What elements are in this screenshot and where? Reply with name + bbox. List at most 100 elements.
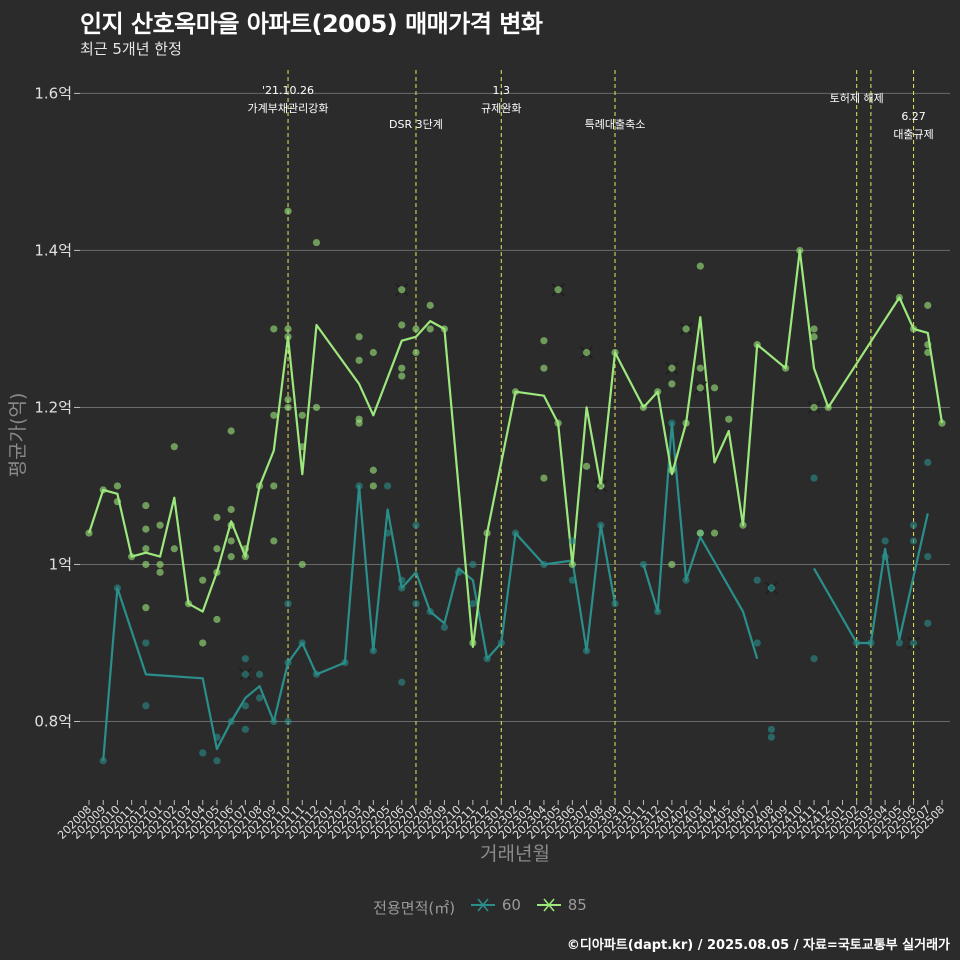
data-point-60 (924, 458, 932, 467)
gridlines (80, 92, 950, 722)
source-caption: ©디아파트(dapt.kr) / 2025.08.05 / 자료=국토교통부 실… (566, 938, 950, 953)
data-point-60 (241, 725, 249, 733)
data-point-60 (511, 529, 520, 537)
data-point-60 (867, 639, 875, 647)
data-point-60 (597, 521, 605, 529)
event-label: 토허제 해제 (830, 91, 884, 105)
x-marker-85 (679, 322, 693, 336)
data-point-85 (369, 466, 377, 474)
data-point-85 (113, 482, 122, 490)
x-marker-85 (551, 283, 565, 297)
data-point-60 (298, 639, 306, 647)
legend-title: 전용면적(㎡) (373, 899, 456, 917)
series-points (85, 207, 946, 765)
legend-item-60: 60 (470, 896, 521, 914)
data-point-85 (412, 348, 420, 357)
data-point-85 (469, 639, 477, 647)
data-point-85 (810, 325, 818, 333)
data-point-85 (540, 474, 548, 482)
data-point-85 (298, 443, 306, 451)
legend-key-85 (536, 898, 561, 912)
data-point-85 (213, 545, 221, 553)
data-point-85 (284, 207, 292, 215)
data-point-85 (156, 560, 164, 569)
data-point-85 (639, 403, 648, 412)
axes: 0.8억1억1.2억1.4억1.6억2020082020092020102020… (34, 84, 947, 841)
data-point-85 (156, 521, 164, 529)
x-marker-dot (696, 384, 704, 392)
data-point-60 (810, 474, 818, 482)
data-point-85 (227, 427, 235, 435)
event-label: 대출규제 (893, 128, 933, 141)
data-point-85 (284, 395, 292, 404)
data-point-85 (554, 419, 562, 427)
data-point-85 (682, 419, 690, 427)
data-point-85 (398, 364, 406, 372)
data-point-85 (312, 403, 321, 412)
data-point-60 (398, 576, 406, 584)
data-point-60 (767, 733, 776, 741)
event-label: 가계부채관리강화 (248, 102, 329, 115)
data-point-85 (284, 403, 292, 412)
data-point-60 (568, 576, 576, 584)
data-point-85 (213, 615, 221, 624)
data-point-85 (668, 380, 676, 388)
data-point-60 (440, 623, 449, 631)
data-point-60 (753, 576, 761, 584)
data-point-85 (199, 576, 207, 584)
data-point-60 (469, 600, 477, 608)
data-point-85 (256, 482, 264, 490)
data-point-60 (213, 733, 221, 741)
data-point-60 (654, 607, 662, 616)
event-label-date: 1.3 (493, 84, 511, 97)
x-marker-dot (682, 325, 690, 333)
y-tick-label: 1.4억 (34, 241, 72, 259)
x-axis-label: 거래년월 (480, 843, 550, 865)
data-point-85 (909, 325, 918, 333)
data-point-85 (924, 341, 932, 349)
x-marker-dot (597, 482, 605, 490)
data-point-85 (511, 388, 520, 396)
data-point-85 (611, 348, 619, 357)
data-point-85 (241, 545, 249, 553)
data-point-60 (383, 482, 392, 490)
data-point-85 (796, 246, 804, 255)
data-point-85 (824, 403, 832, 412)
data-point-60 (284, 600, 292, 608)
data-point-60 (256, 670, 264, 678)
data-point-85 (184, 600, 193, 608)
data-point-60 (924, 553, 932, 561)
data-point-85 (213, 513, 221, 521)
data-point-60 (142, 639, 150, 647)
data-point-85 (568, 560, 576, 569)
data-point-85 (142, 525, 150, 533)
data-point-85 (99, 486, 107, 494)
series-line-60 (102, 484, 617, 761)
y-tick-label: 1억 (49, 555, 72, 573)
x-marker-dot (668, 364, 676, 372)
x-marker-dot (810, 403, 818, 412)
event-label-date: '21.10.26 (262, 84, 314, 97)
data-point-85 (753, 341, 761, 349)
data-point-60 (753, 639, 761, 647)
data-point-85 (696, 262, 704, 270)
data-point-60 (881, 553, 889, 561)
data-point-85 (710, 384, 719, 392)
data-point-85 (412, 325, 420, 333)
legend-label-85: 85 (567, 896, 587, 914)
data-point-85 (696, 529, 704, 537)
data-point-85 (654, 388, 662, 396)
data-point-85 (782, 364, 790, 372)
data-point-60 (881, 537, 889, 545)
data-point-85 (369, 482, 377, 490)
x-marker-dot (398, 286, 406, 294)
event-label: 특례대출축소 (585, 118, 646, 131)
data-point-85 (924, 348, 932, 357)
legend: 전용면적(㎡) 60 85 (0, 896, 960, 918)
data-point-60 (256, 694, 264, 702)
x-marker-85 (580, 345, 594, 360)
data-point-85 (213, 568, 221, 576)
data-point-85 (696, 364, 704, 372)
